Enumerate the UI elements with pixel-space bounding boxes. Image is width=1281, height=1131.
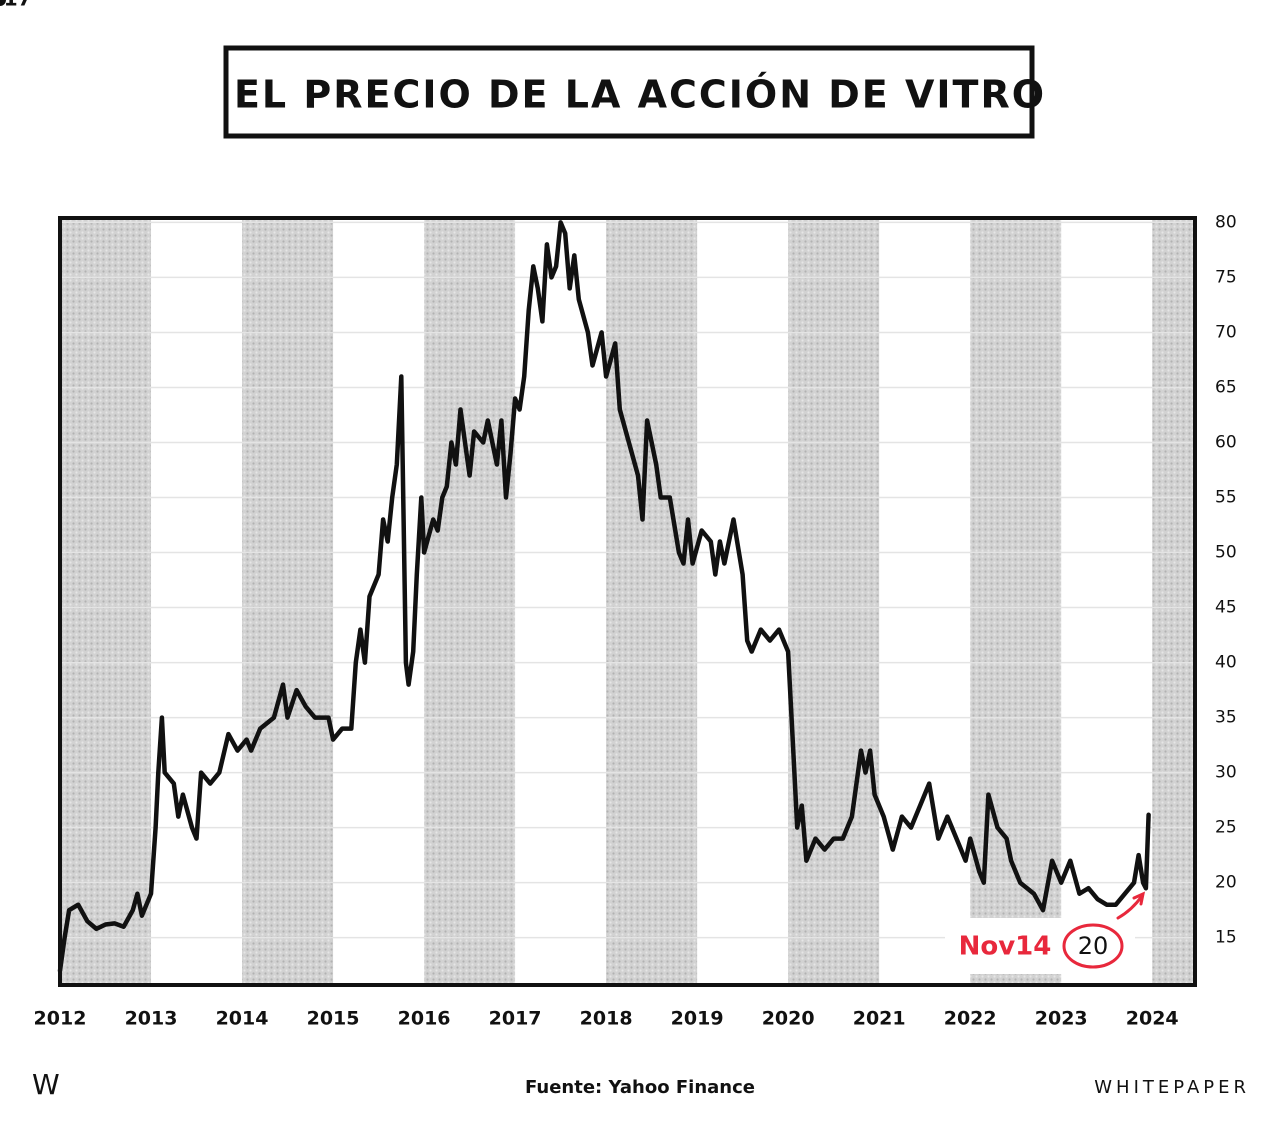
y-tick-label: 30 bbox=[1215, 763, 1237, 783]
x-tick-label: 2018 bbox=[580, 1008, 633, 1030]
y-tick-label: 50 bbox=[1215, 543, 1237, 563]
y-tick-label: 45 bbox=[1215, 598, 1237, 618]
x-tick-label: 2015 bbox=[307, 1008, 360, 1030]
year-band bbox=[606, 218, 698, 985]
annotation-arrow bbox=[1116, 891, 1146, 920]
year-band bbox=[1152, 218, 1195, 985]
y-tick-label: 35 bbox=[1215, 708, 1237, 728]
end-point bbox=[0, 0, 6, 6]
value-label: 26.17 bbox=[0, 0, 32, 11]
year-band bbox=[788, 218, 880, 985]
annotation-value: 20 bbox=[1078, 932, 1109, 960]
year-band bbox=[60, 218, 152, 985]
y-tick-label: 15 bbox=[1215, 928, 1237, 948]
x-tick-label: 2020 bbox=[762, 1008, 815, 1030]
x-tick-label: 2014 bbox=[216, 1008, 269, 1030]
x-tick-label: 2023 bbox=[1035, 1008, 1088, 1030]
annotation-date: Nov14 bbox=[959, 932, 1052, 962]
x-tick-label: 2016 bbox=[398, 1008, 451, 1030]
y-tick-label: 25 bbox=[1215, 818, 1237, 838]
y-tick-label: 80 bbox=[1215, 212, 1237, 232]
title-box bbox=[223, 45, 1035, 139]
x-tick-label: 2017 bbox=[489, 1008, 542, 1030]
y-tick-label: 65 bbox=[1215, 377, 1237, 397]
y-tick-label: 55 bbox=[1215, 488, 1237, 508]
x-tick-label: 2021 bbox=[853, 1008, 906, 1030]
x-tick-label: 2012 bbox=[34, 1008, 87, 1030]
y-tick-label: 40 bbox=[1215, 653, 1237, 673]
y-tick-label: 75 bbox=[1215, 267, 1237, 287]
y-tick-label: 60 bbox=[1215, 432, 1237, 452]
plot-frame bbox=[58, 216, 1197, 987]
x-tick-label: 2024 bbox=[1126, 1008, 1179, 1030]
x-tick-label: 2022 bbox=[944, 1008, 997, 1030]
chart-title: EL PRECIO DE LA ACCIÓN DE VITRO bbox=[234, 73, 1046, 117]
year-band bbox=[242, 218, 334, 985]
brand: WHITEPAPER bbox=[1094, 1077, 1250, 1098]
annotation-circle bbox=[1062, 923, 1124, 969]
year-band bbox=[424, 218, 516, 985]
price-line bbox=[57, 220, 1151, 973]
plot-area: 2012 2013 2014 2015 2016 2017 2018 2019 2020 2021… bbox=[0, 0, 1237, 1030]
x-tick-label: 2019 bbox=[671, 1008, 724, 1030]
logo: W bbox=[32, 1068, 60, 1101]
source: Fuente: Yahoo Finance bbox=[525, 1077, 755, 1098]
y-tick-label: 20 bbox=[1215, 873, 1237, 893]
y-tick-label: 70 bbox=[1215, 322, 1237, 342]
x-tick-label: 2013 bbox=[125, 1008, 178, 1030]
